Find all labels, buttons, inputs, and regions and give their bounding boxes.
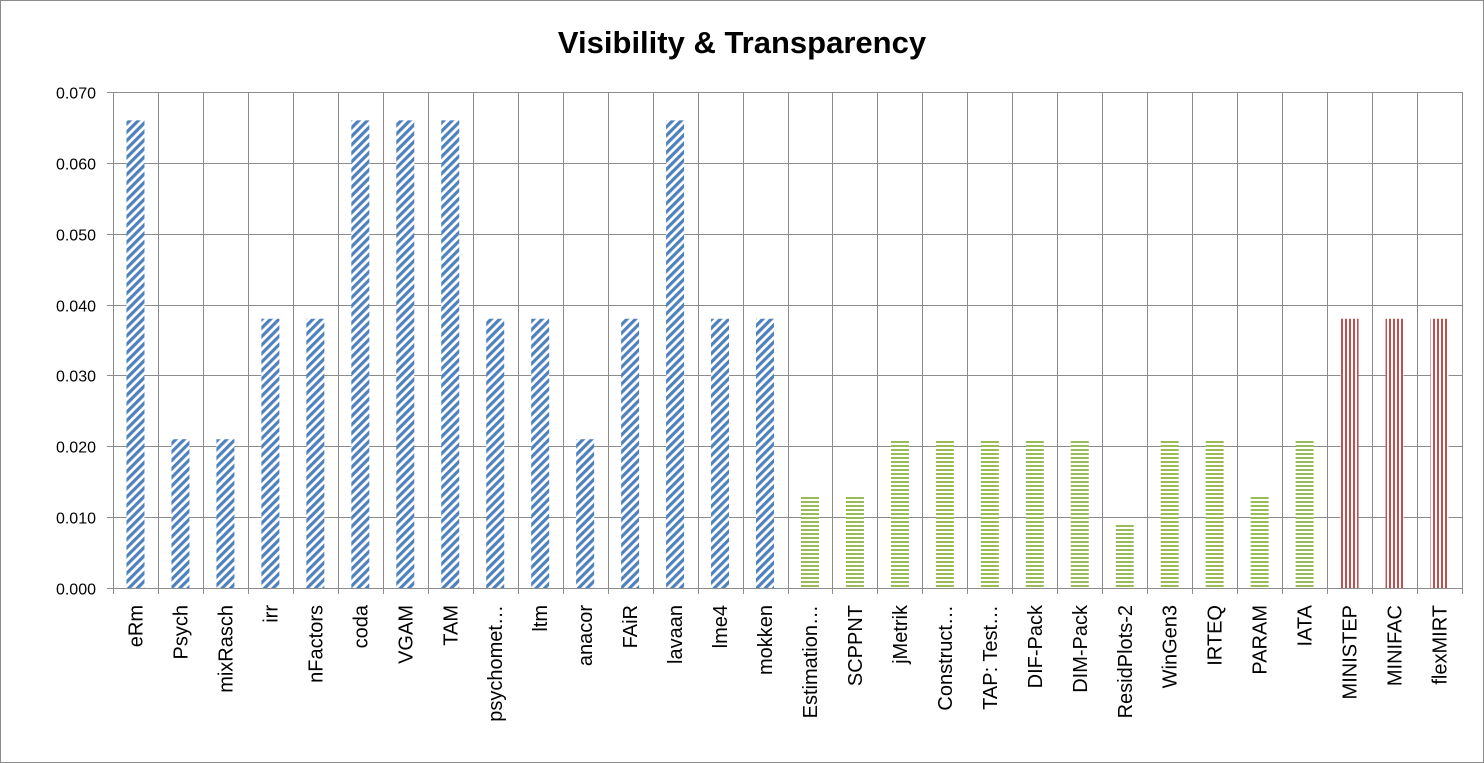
- bar-18: [935, 439, 954, 588]
- bar-21: [1070, 439, 1089, 588]
- bar-16: [845, 495, 864, 588]
- x-tick-label: coda: [350, 604, 372, 648]
- bar-10: [576, 439, 595, 588]
- bar-8: [486, 318, 505, 588]
- y-tick-label: 0.000: [56, 582, 96, 599]
- x-tick-label: Psych: [170, 605, 192, 659]
- bar-24: [1205, 439, 1224, 588]
- y-axis-ticks: 0.000 0.010 0.020 0.030 0.040 0.050 0.060 0.070: [56, 86, 113, 599]
- bar-3: [261, 318, 280, 588]
- x-tick-label: ResidPlots-2: [1115, 605, 1137, 718]
- x-tick-label: SCPPNT: [845, 605, 867, 686]
- y-tick-label: 0.040: [56, 299, 96, 316]
- x-tick-label: VGAM: [395, 605, 417, 664]
- x-axis-ticks: eRm Psych mixRasch irr nFactors coda VGAM TAM ps…: [125, 604, 1451, 722]
- x-tick-label: lavaan: [665, 605, 687, 664]
- x-tick-label: ltm: [530, 605, 552, 632]
- bar-7: [441, 120, 460, 588]
- y-tick-label: 0.050: [56, 228, 96, 245]
- bar-23: [1160, 439, 1179, 588]
- bar-26: [1295, 439, 1314, 588]
- x-tick-label: Estimation…: [800, 605, 822, 718]
- y-tick-label: 0.030: [56, 369, 96, 386]
- x-tick-label: DIM-Pack: [1070, 604, 1092, 693]
- y-tick-label: 0.070: [56, 86, 96, 103]
- y-tick-label: 0.020: [56, 440, 96, 457]
- x-tick-label: eRm: [125, 605, 147, 647]
- bar-14: [756, 318, 775, 588]
- x-tick-label: jMetrik: [890, 604, 912, 665]
- bar-19: [980, 439, 999, 588]
- x-tick-label: WinGen3: [1160, 605, 1182, 688]
- x-tick-label: irr: [260, 605, 282, 623]
- bar-6: [396, 120, 415, 588]
- bar-2: [216, 439, 235, 588]
- x-tick-label: IATA: [1295, 604, 1317, 646]
- bar-29: [1430, 318, 1449, 588]
- x-tick-label: IRTEQ: [1205, 605, 1227, 666]
- axes: [107, 92, 1462, 594]
- x-tick-label: Construct…: [935, 605, 957, 711]
- chart-title: Visibility & Transparency: [558, 25, 927, 60]
- bar-28: [1385, 318, 1404, 588]
- x-tick-label: nFactors: [305, 605, 327, 683]
- x-tick-label: FAiR: [620, 605, 642, 648]
- bar-20: [1025, 439, 1044, 588]
- x-tick-label: DIF-Pack: [1025, 604, 1047, 688]
- bar-22: [1115, 524, 1134, 588]
- x-tick-label: PARAM: [1250, 605, 1272, 675]
- bar-1: [171, 439, 190, 588]
- x-tick-label: MINISTEP: [1340, 605, 1362, 699]
- bar-0: [126, 120, 145, 588]
- bars: [126, 120, 1449, 588]
- bar-17: [890, 439, 909, 588]
- x-tick-label: mokken: [755, 605, 777, 675]
- x-tick-label: TAM: [440, 605, 462, 646]
- y-tick-label: 0.010: [56, 511, 96, 528]
- bar-4: [306, 318, 325, 588]
- bar-13: [711, 318, 730, 588]
- x-tick-label: mixRasch: [215, 605, 237, 693]
- bar-27: [1340, 318, 1359, 588]
- x-tick-label: TAP: Test…: [980, 605, 1002, 710]
- bar-25: [1250, 495, 1269, 588]
- bar-15: [800, 495, 819, 588]
- x-tick-label: anacor: [575, 605, 597, 666]
- bar-9: [531, 318, 550, 588]
- bar-5: [351, 120, 370, 588]
- x-tick-label: flexMIRT: [1430, 605, 1452, 685]
- x-tick-label: psychomet…: [485, 605, 507, 722]
- gridlines: [113, 92, 1463, 594]
- bar-11: [621, 318, 640, 588]
- y-tick-label: 0.060: [56, 157, 96, 174]
- x-tick-label: MINIFAC: [1385, 605, 1407, 686]
- bar-12: [666, 120, 685, 588]
- x-tick-label: lme4: [710, 605, 732, 648]
